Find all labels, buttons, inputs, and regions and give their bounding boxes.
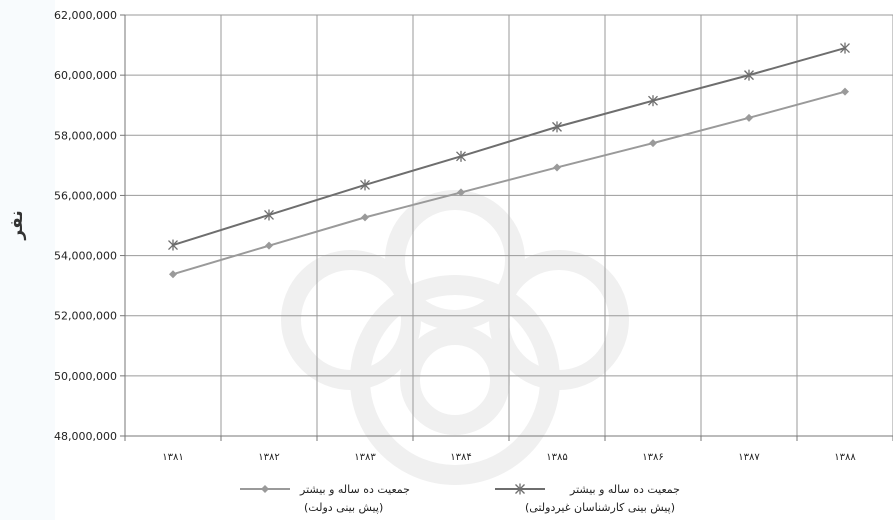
legend-item: جمعیت ده ساله و بیشتر (پیش بینی کارشناسان…	[495, 483, 680, 514]
y-tick-label: 56,000,000	[54, 189, 117, 202]
tick-labels: 48,000,000 50,000,000 52,000,000 54,000,000…	[54, 9, 856, 463]
data-point-diamond	[553, 163, 561, 172]
y-tick-label: 48,000,000	[54, 430, 117, 443]
series	[168, 42, 850, 279]
series-line	[172, 47, 846, 247]
x-tick-label: ۱۳۸۶	[642, 452, 663, 463]
grid	[124, 14, 893, 437]
x-tick-label: ۱۳۸۸	[834, 452, 856, 463]
data-point-asterisk	[456, 150, 466, 162]
data-point-diamond	[261, 485, 269, 493]
series-asterisk	[168, 42, 850, 251]
watermark-logo	[281, 190, 629, 485]
data-point-asterisk	[648, 95, 658, 107]
legend: جمعیت ده ساله و بیشتر (پیش بینی کارشناسان…	[240, 483, 680, 514]
data-point-diamond	[649, 139, 657, 148]
x-tick-label: ۱۳۸۵	[546, 452, 567, 463]
data-point-asterisk	[515, 483, 525, 495]
legend-label: جمعیت ده ساله و بیشتر	[299, 483, 410, 496]
axes	[120, 14, 893, 441]
data-point-asterisk	[360, 179, 370, 191]
data-point-diamond	[841, 87, 849, 96]
y-tick-label: 52,000,000	[54, 310, 117, 323]
legend-item: جمعیت ده ساله و بیشتر (پیش بینی دولت)	[240, 483, 410, 514]
legend-sublabel: (پیش بینی کارشناسان غیردولتی)	[525, 501, 675, 514]
y-tick-label: 54,000,000	[54, 250, 117, 263]
series-line	[172, 90, 846, 276]
data-point-diamond	[361, 213, 369, 222]
x-tick-label: ۱۳۸۲	[258, 452, 279, 463]
data-point-asterisk	[840, 42, 850, 54]
data-point-asterisk	[168, 239, 178, 251]
data-point-diamond	[457, 188, 465, 197]
data-point-diamond	[169, 270, 177, 279]
x-tick-label: ۱۳۸۱	[162, 452, 183, 463]
y-tick-label: 58,000,000	[54, 129, 117, 142]
data-point-asterisk	[744, 69, 754, 81]
data-point-asterisk	[264, 209, 274, 221]
legend-sublabel: (پیش بینی دولت)	[304, 501, 383, 514]
legend-label: جمعیت ده ساله و بیشتر	[569, 483, 680, 496]
x-tick-label: ۱۳۸۷	[738, 452, 760, 463]
data-point-diamond	[265, 241, 273, 250]
y-tick-label: 50,000,000	[54, 370, 117, 383]
data-point-diamond	[745, 113, 753, 122]
y-tick-label: 60,000,000	[54, 69, 117, 82]
x-tick-label: ۱۳۸۴	[450, 452, 471, 463]
x-tick-label: ۱۳۸۳	[354, 452, 376, 463]
y-tick-label: 62,000,000	[54, 9, 117, 22]
series-diamond	[169, 87, 849, 279]
y-axis-label: نفر	[7, 210, 27, 240]
data-point-asterisk	[552, 121, 562, 133]
